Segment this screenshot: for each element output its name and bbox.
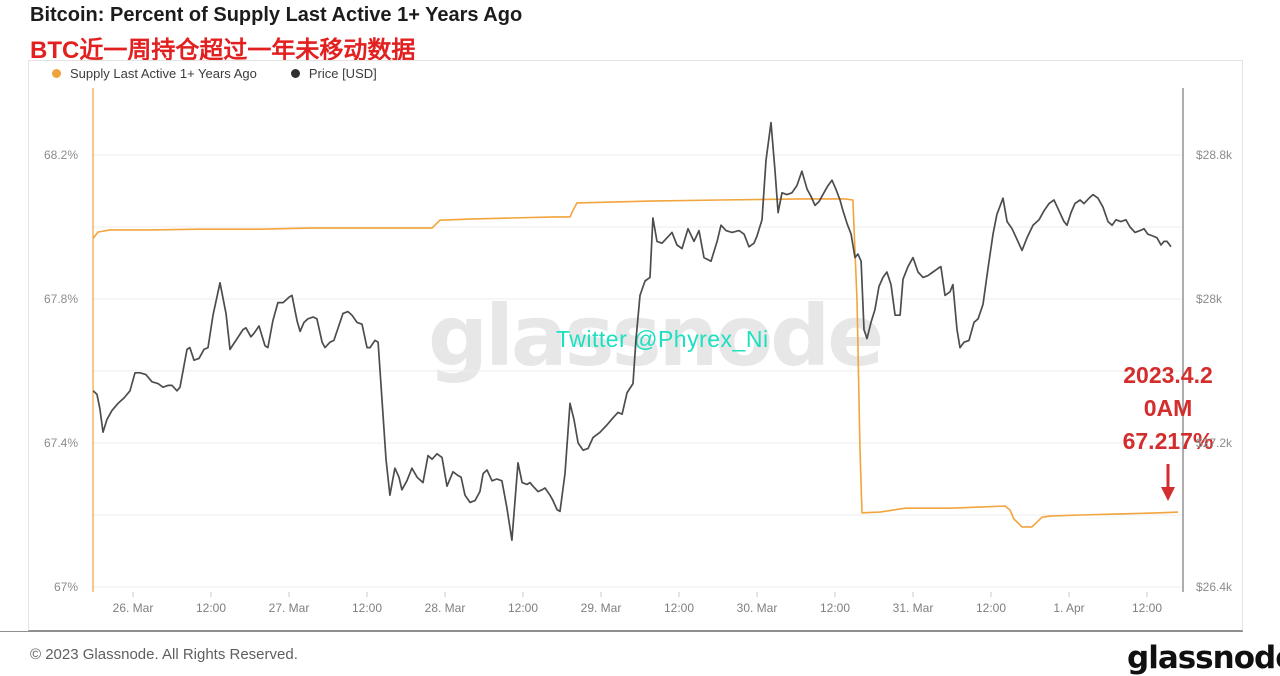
glassnode-logo[interactable]: glassnode — [1127, 640, 1280, 676]
price-series-dot-icon — [290, 69, 300, 78]
y-right-tick-label: $28.8k — [1196, 148, 1233, 162]
x-tick-label: 31. Mar — [892, 601, 934, 615]
x-tick-label: 28. Mar — [424, 601, 466, 615]
legend-label-supply: Supply Last Active 1+ Years Ago — [70, 66, 257, 81]
series-price[interactable] — [92, 121, 1172, 542]
x-tick-label: 12:00 — [351, 601, 383, 615]
annotation-block: 2023.4.2 0AM 67.217% — [1118, 359, 1218, 511]
x-tick-label: 12:00 — [507, 601, 539, 615]
annotation-value: 67.217% — [1122, 428, 1214, 454]
page-subtitle-chinese: BTC近一周持仓超过一年未移动数据 — [30, 37, 416, 64]
copyright-text: © 2023 Glassnode. All Rights Reserved. — [30, 646, 298, 663]
x-tick-label: 12:00 — [663, 601, 695, 615]
x-tick-label: 12:00 — [1131, 601, 1163, 615]
twitter-watermark: Twitter @Phyrex_Ni — [556, 326, 769, 352]
x-tick-label: 12:00 — [819, 601, 851, 615]
x-tick-label: 29. Mar — [580, 601, 622, 615]
x-tick-label: 26. Mar — [112, 601, 154, 615]
y-left-tick-label: 68.2% — [43, 148, 78, 162]
y-right-tick-label: $27.2k — [1196, 436, 1233, 450]
annotation-date: 2023.4.2 — [1123, 362, 1213, 388]
y-left-tick-label: 67.8% — [43, 292, 78, 306]
page-title: Bitcoin: Percent of Supply Last Active 1… — [30, 4, 523, 26]
plot-area[interactable] — [0, 0, 1280, 660]
x-tick-label: 27. Mar — [268, 601, 310, 615]
down-arrow-icon — [1118, 462, 1218, 511]
x-tick-label: 12:00 — [195, 601, 227, 615]
glassnode-watermark: glassnode — [428, 287, 884, 385]
y-left-tick-label: 67.4% — [43, 436, 78, 450]
legend-item-supply[interactable]: Supply Last Active 1+ Years Ago — [52, 66, 257, 81]
chart-legend: Supply Last Active 1+ Years Ago Price [U… — [52, 66, 377, 81]
legend-label-price: Price [USD] — [308, 66, 377, 81]
supply-series-dot-icon — [52, 69, 61, 78]
x-tick-label: 12:00 — [975, 601, 1007, 615]
y-right-tick-label: $28k — [1196, 292, 1223, 306]
y-left-tick-label: 67% — [53, 580, 78, 594]
legend-item-price[interactable]: Price [USD] — [290, 66, 377, 81]
series-supply[interactable] — [92, 198, 1179, 528]
x-tick-label: 30. Mar — [736, 601, 778, 615]
y-right-tick-label: $26.4k — [1196, 580, 1233, 594]
annotation-time: 0AM — [1143, 395, 1193, 421]
x-tick-label: 1. Apr — [1053, 601, 1085, 615]
card-bottom-border — [0, 631, 1243, 632]
